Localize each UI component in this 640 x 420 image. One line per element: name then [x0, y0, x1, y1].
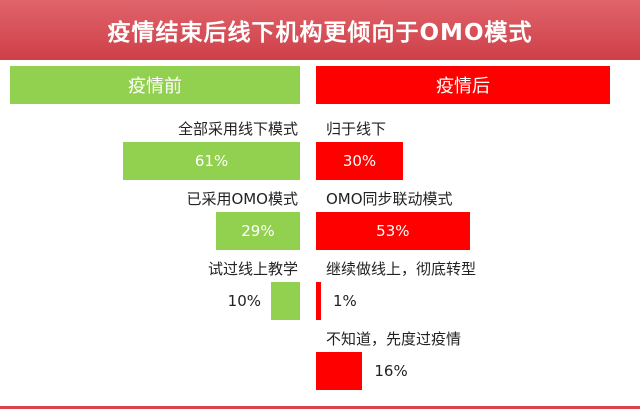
category-label-before: 已采用OMO模式 [186, 190, 298, 208]
bar-before [271, 282, 300, 320]
series-header-before: 疫情前 [10, 66, 300, 104]
bar-after [316, 352, 363, 390]
category-label-after: 归于线下 [326, 120, 387, 138]
value-label-before: 10% [227, 292, 261, 310]
category-label-after: OMO同步联动模式 [326, 190, 453, 208]
chart-title-banner: 疫情结束后线下机构更倾向于OMO模式 [0, 0, 640, 60]
bar-before [215, 212, 300, 250]
value-label-after: 30% [342, 152, 377, 170]
category-label-before: 全部采用线下模式 [177, 120, 298, 138]
category-label-after: 不知道，先度过疫情 [326, 330, 462, 348]
value-label-after: 53% [376, 222, 410, 240]
value-label-after: 16% [374, 362, 408, 380]
series-header-after: 疫情后 [316, 66, 610, 104]
bar-after [316, 212, 470, 250]
chart-title: 疫情结束后线下机构更倾向于OMO模式 [107, 20, 533, 46]
bottom-divider [0, 406, 640, 409]
value-label-before: 29% [241, 222, 275, 240]
category-label-before: 试过线上教学 [207, 260, 298, 278]
category-label-after: 继续做线上，彻底转型 [326, 260, 477, 278]
bar-after [316, 282, 321, 320]
bar-before [123, 142, 300, 180]
value-label-after: 1% [333, 292, 357, 310]
bar-after [316, 142, 403, 180]
value-label-before: 61% [194, 152, 229, 170]
